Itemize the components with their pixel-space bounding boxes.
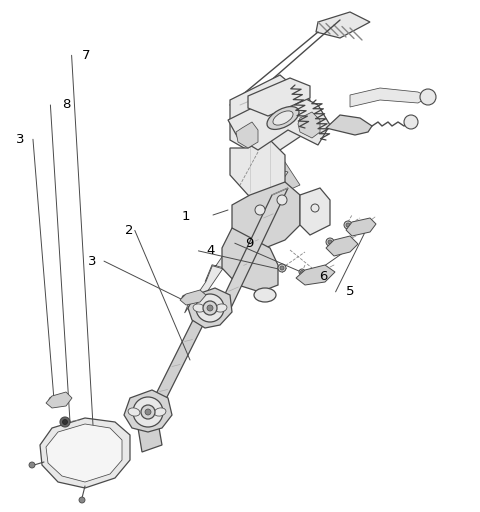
Polygon shape: [350, 88, 428, 107]
Circle shape: [182, 295, 188, 301]
Ellipse shape: [193, 304, 205, 312]
Circle shape: [183, 296, 187, 300]
Circle shape: [62, 419, 68, 424]
Circle shape: [280, 266, 284, 270]
Polygon shape: [205, 233, 244, 282]
Circle shape: [145, 409, 151, 415]
Text: 8: 8: [62, 98, 71, 112]
Circle shape: [133, 397, 163, 427]
Circle shape: [404, 115, 418, 129]
Text: 6: 6: [319, 270, 327, 283]
Text: 2: 2: [125, 224, 133, 237]
Polygon shape: [228, 90, 330, 150]
Circle shape: [196, 294, 224, 322]
Circle shape: [207, 305, 213, 311]
Polygon shape: [326, 236, 358, 256]
Circle shape: [326, 238, 334, 246]
Polygon shape: [214, 188, 288, 317]
Polygon shape: [144, 315, 208, 418]
Polygon shape: [222, 228, 278, 292]
Circle shape: [420, 89, 436, 105]
Circle shape: [203, 301, 217, 315]
Text: 1: 1: [182, 209, 190, 223]
Ellipse shape: [154, 408, 166, 416]
Polygon shape: [185, 266, 223, 313]
Circle shape: [277, 195, 287, 205]
Circle shape: [278, 264, 286, 272]
Polygon shape: [180, 290, 206, 305]
Polygon shape: [300, 188, 330, 235]
Circle shape: [49, 397, 55, 403]
Polygon shape: [326, 115, 372, 135]
Polygon shape: [230, 138, 285, 205]
Circle shape: [50, 398, 53, 401]
Polygon shape: [248, 78, 310, 116]
Circle shape: [311, 204, 319, 212]
Polygon shape: [296, 265, 335, 285]
Circle shape: [255, 205, 265, 215]
Polygon shape: [226, 201, 266, 250]
Polygon shape: [188, 288, 232, 328]
Polygon shape: [298, 112, 320, 138]
Polygon shape: [138, 422, 162, 452]
Circle shape: [79, 497, 85, 503]
Ellipse shape: [273, 111, 293, 125]
Polygon shape: [248, 136, 300, 194]
Ellipse shape: [254, 288, 276, 302]
Circle shape: [29, 462, 35, 468]
Circle shape: [141, 405, 155, 419]
Text: 3: 3: [16, 133, 25, 146]
Ellipse shape: [267, 106, 299, 130]
Text: 3: 3: [87, 254, 96, 268]
Circle shape: [60, 417, 70, 427]
Polygon shape: [316, 12, 370, 38]
Text: 5: 5: [346, 285, 354, 298]
Polygon shape: [232, 182, 300, 248]
Circle shape: [328, 240, 332, 244]
Text: 7: 7: [82, 49, 90, 62]
Polygon shape: [346, 218, 376, 236]
Polygon shape: [46, 424, 122, 482]
Circle shape: [346, 223, 350, 227]
Text: 9: 9: [245, 237, 253, 250]
Polygon shape: [246, 169, 288, 219]
Polygon shape: [230, 75, 310, 160]
Circle shape: [300, 270, 303, 273]
Ellipse shape: [128, 408, 140, 416]
Circle shape: [299, 269, 305, 275]
Polygon shape: [46, 392, 72, 408]
Polygon shape: [40, 418, 130, 488]
Polygon shape: [236, 122, 258, 148]
Text: 4: 4: [206, 244, 215, 258]
Circle shape: [344, 221, 352, 229]
Ellipse shape: [215, 304, 227, 312]
Polygon shape: [124, 390, 172, 432]
